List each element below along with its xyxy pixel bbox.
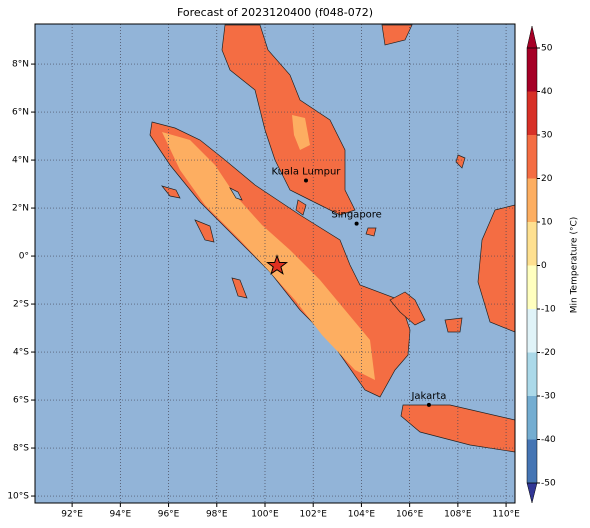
colorbar-tick-label: -10 [541, 305, 556, 315]
colorbar-band [527, 309, 537, 353]
axes: 92°E 94°E 96°E 98°E 100°E 102°E 104°E 106°E 108°… [7, 24, 520, 520]
x-tick-label: 102°E [300, 510, 328, 520]
x-tick-label: 104°E [348, 510, 376, 520]
y-tick-label: 6°N [12, 108, 29, 118]
x-tick-label: 108°E [444, 510, 472, 520]
colorbar-tick-label: -30 [541, 392, 556, 402]
x-tick-label: 92°E [61, 510, 83, 520]
location-marker [266, 254, 289, 275]
colorbar-band [527, 91, 537, 135]
x-tick-label: 98°E [206, 510, 228, 520]
colorbar-tick-label: 0 [541, 261, 547, 271]
city-dot [303, 178, 308, 183]
x-tick-label: 96°E [158, 510, 180, 520]
colorbar-label: Min Temperature (°C) [570, 217, 580, 314]
x-tick-label: 94°E [110, 510, 132, 520]
colorbar-band [527, 265, 537, 309]
colorbar-tick-label: -50 [541, 479, 556, 489]
colorbar-tick-label: 40 [541, 87, 553, 97]
city-dot [426, 402, 431, 407]
colorbar-tick-label: 30 [541, 131, 553, 141]
y-tick-label: 10°S [7, 492, 29, 502]
colorbar-extend-low [526, 482, 538, 504]
colorbar-band [527, 135, 537, 179]
title: Forecast of 2023120400 (f048-072) [177, 6, 373, 19]
colorbar-tick-label: 10 [541, 218, 553, 228]
y-tick-label: 8°N [12, 60, 29, 70]
y-tick-label: 0° [19, 252, 29, 262]
y-tick-label: 4°S [13, 348, 29, 358]
y-tick-label: 6°S [13, 396, 29, 406]
colorbar-band [527, 48, 537, 92]
city-label: Singapore [331, 210, 381, 221]
map-frame [34, 23, 516, 504]
colorbar-band [527, 352, 537, 396]
x-tick-label: 100°E [251, 510, 279, 520]
colorbar-band [527, 439, 537, 483]
city-label: Kuala Lumpur [272, 166, 342, 177]
y-tick-label: 2°N [12, 204, 29, 214]
colorbar-tick-label: -20 [541, 348, 556, 358]
y-tick-label: 8°S [13, 444, 29, 454]
colorbar-tick-label: 50 [541, 44, 553, 54]
colorbar-extend-high [526, 25, 538, 49]
city-dot [354, 221, 359, 226]
city-label: Jakarta [410, 391, 446, 402]
y-tick-label: 2°S [13, 300, 29, 310]
y-tick-label: 4°N [12, 156, 29, 166]
colorbar-band [527, 178, 537, 222]
colorbar-band [527, 396, 537, 440]
colorbar-tick-label: 20 [541, 174, 553, 184]
colorbar-tick-label: -40 [541, 435, 556, 445]
x-tick-label: 106°E [396, 510, 424, 520]
x-tick-label: 110°E [492, 510, 520, 520]
colorbar-band [527, 222, 537, 266]
